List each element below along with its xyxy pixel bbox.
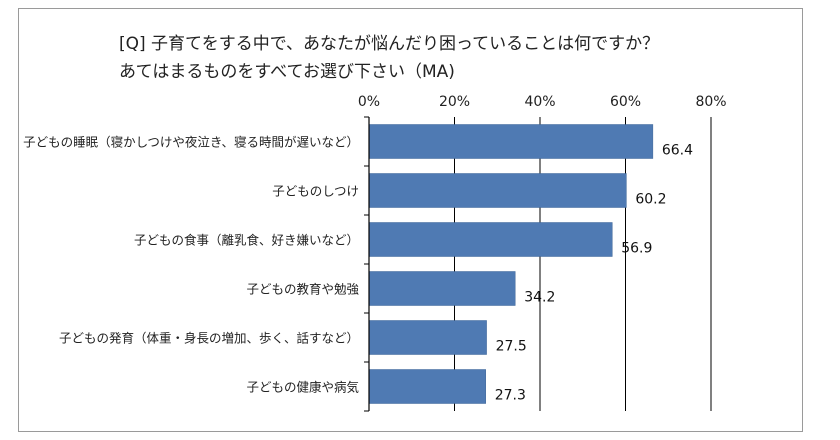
x-tick-label: 40% [524, 94, 555, 110]
chart-title: [Q] 子育てをする中で、あなたが悩んだり困っていることは何ですか？ [119, 34, 660, 54]
data-label: 60.2 [635, 192, 666, 208]
bar [368, 271, 516, 306]
chart-frame: [Q] 子育てをする中で、あなたが悩んだり困っていることは何ですか？ あてはまる… [18, 8, 803, 432]
category-label: 子どもの睡眠（寝かしつけや夜泣き、寝る時間が遅いなど） [23, 135, 359, 150]
bar-chart: 0% 20% 40% 60% 80% 子どもの睡眠（寝かしつけや夜泣き、寝る時間が遅いなど… [23, 94, 727, 412]
category-label: 子どもの食事（離乳食、好き嫌いなど） [134, 233, 359, 248]
data-label: 27.5 [496, 339, 527, 355]
category-label: 子どもの発育（体重・身長の増加、歩く、話すなど） [59, 331, 359, 346]
bar [368, 222, 613, 257]
category-label: 子どもの教育や勉強 [246, 282, 359, 297]
axis-layer [364, 116, 370, 412]
x-tick-label: 80% [695, 94, 726, 110]
x-tick-label: 60% [610, 94, 641, 110]
bar-layer [368, 124, 654, 404]
x-tick-label: 20% [439, 94, 470, 110]
category-label: 子どものしつけ [272, 184, 359, 199]
x-tick-label: 0% [358, 94, 380, 110]
data-label: 27.3 [495, 388, 526, 404]
grid-layer [454, 117, 712, 411]
chart-subtitle: あてはまるものをすべてお選び下さい（MA) [119, 62, 455, 82]
bar [368, 124, 654, 159]
data-label: 66.4 [662, 143, 693, 159]
bar [368, 320, 487, 355]
label-layer: 0% 20% 40% 60% 80% 子どもの睡眠（寝かしつけや夜泣き、寝る時間が遅いなど… [23, 94, 726, 404]
category-label: 子どもの健康や病気 [246, 380, 359, 395]
data-label: 34.2 [524, 290, 555, 306]
data-label: 56.9 [621, 241, 652, 257]
bar [368, 173, 627, 208]
bar [368, 369, 486, 404]
